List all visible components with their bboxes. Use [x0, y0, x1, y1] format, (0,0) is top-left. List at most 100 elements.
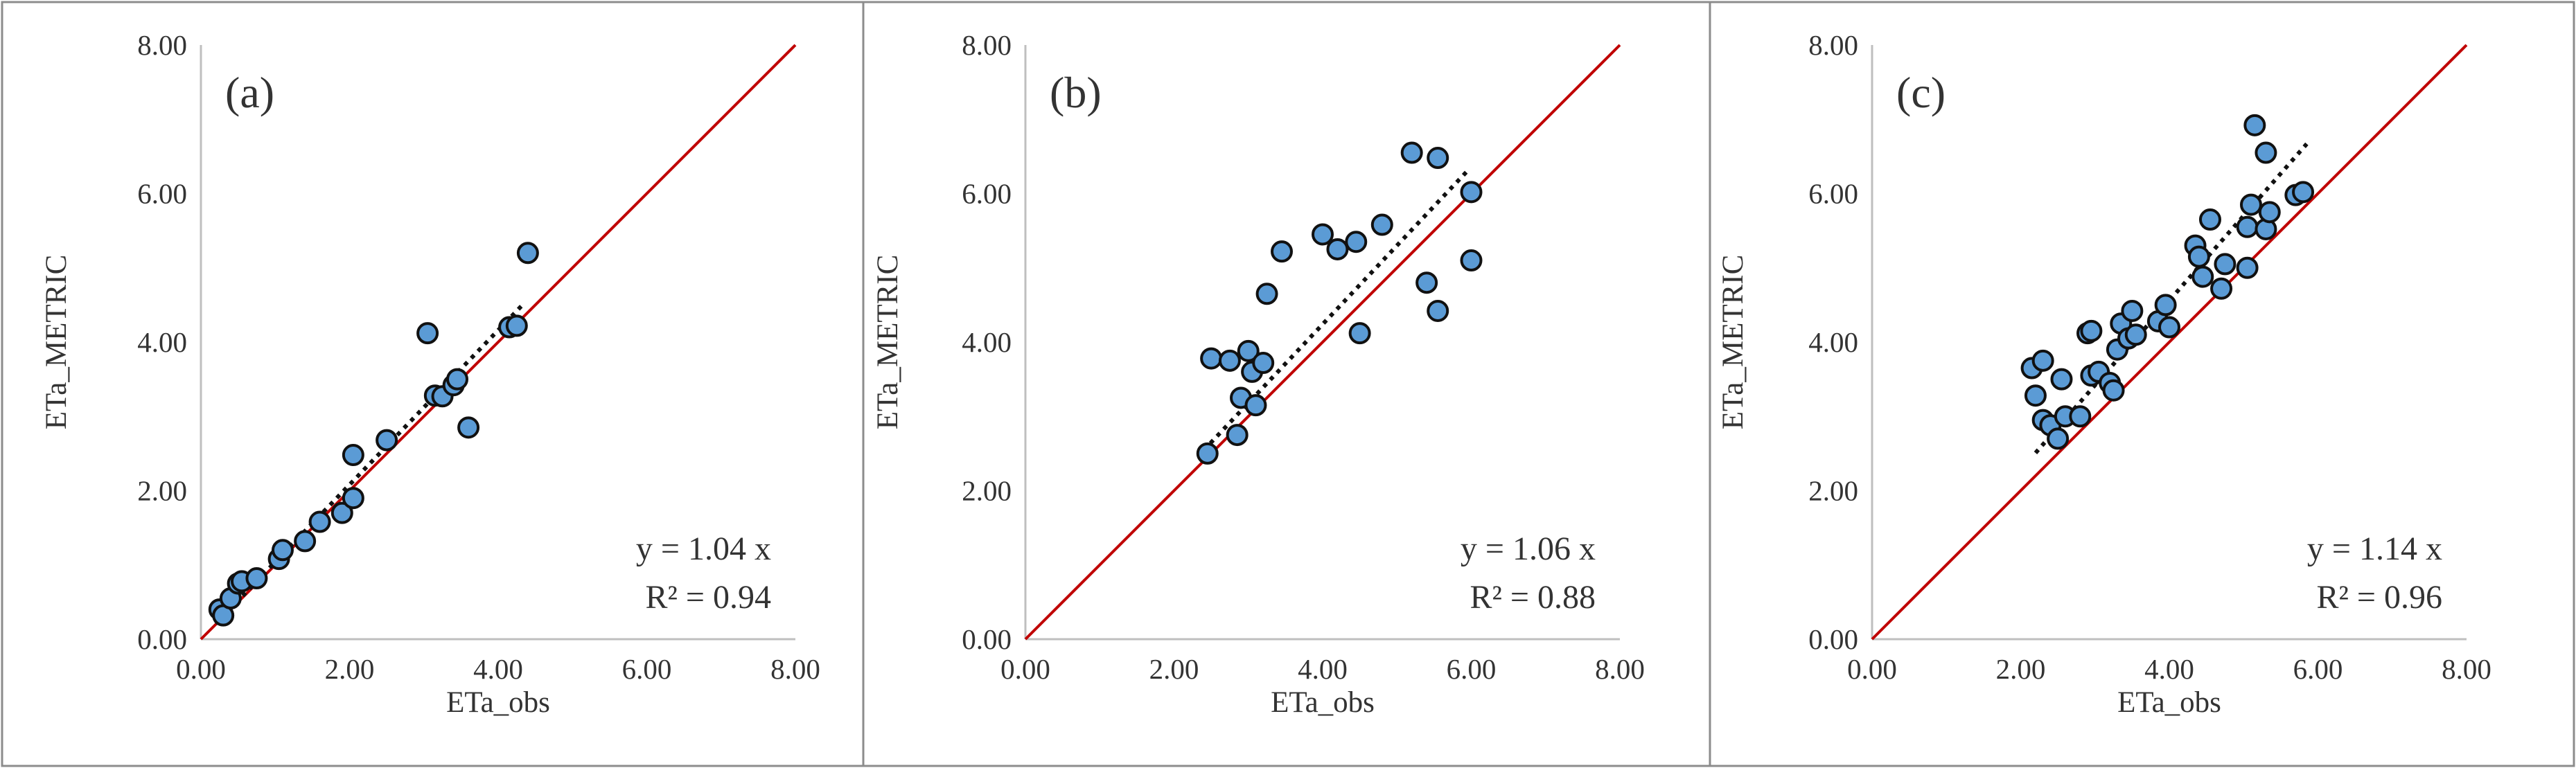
- r-squared: R² = 0.94: [646, 579, 771, 616]
- data-point: [2236, 256, 2259, 279]
- y-tick-label: 8.00: [137, 29, 187, 61]
- y-tick-label: 6.00: [962, 178, 1012, 210]
- data-point: [1200, 347, 1223, 370]
- panel-frame: [1, 1, 865, 767]
- data-point: [2158, 316, 2180, 339]
- panel-b: 0.00 2.00 4.00 6.00 8.00 0.00 2.00 4.00 6.00 8.00…: [872, 29, 1645, 719]
- y-tick-label: 8.00: [962, 29, 1012, 61]
- data-point: [271, 539, 294, 562]
- data-point: [2047, 427, 2070, 450]
- data-point: [2050, 368, 2073, 391]
- y-tick-label: 0.00: [137, 623, 187, 655]
- data-point: [2243, 114, 2266, 136]
- data-point: [2239, 193, 2262, 216]
- data-point: [2198, 208, 2221, 231]
- data-point: [376, 429, 398, 452]
- panel-label: (c): [1896, 68, 1946, 117]
- data-point: [2102, 379, 2125, 402]
- panel-a: 0.00 2.00 4.00 6.00 8.00 0.00 2.00 4.00 6.00 8.00…: [40, 29, 820, 719]
- data-point: [1427, 299, 1449, 322]
- x-tick-label: 8.00: [770, 653, 820, 685]
- y-tick-label: 4.00: [137, 326, 187, 358]
- data-point: [1400, 141, 1423, 164]
- data-point: [1226, 424, 1249, 447]
- data-point: [2121, 299, 2144, 322]
- r-squared: R² = 0.88: [1470, 579, 1596, 616]
- x-tick-label: 8.00: [2442, 653, 2491, 685]
- data-point: [2069, 405, 2092, 428]
- x-tick-label: 8.00: [1595, 653, 1645, 685]
- data-point: [2255, 141, 2277, 164]
- data-point: [1348, 322, 1371, 345]
- data-point: [1196, 442, 1219, 465]
- x-tick-label: 6.00: [2293, 653, 2343, 685]
- x-tick-label: 4.00: [473, 653, 523, 685]
- regression-equation: y = 1.14 x: [2307, 530, 2442, 567]
- data-point: [1237, 339, 1260, 362]
- x-tick-label: 6.00: [1447, 653, 1497, 685]
- y-tick-label: 6.00: [1808, 178, 1858, 210]
- x-axis-label: ETa_obs: [2117, 686, 2221, 719]
- data-point: [342, 444, 364, 467]
- data-point: [308, 510, 331, 533]
- data-point: [2031, 349, 2054, 372]
- x-axis-label: ETa_obs: [1271, 686, 1375, 719]
- data-point: [2236, 215, 2259, 238]
- data-point: [2191, 265, 2214, 288]
- data-point: [1345, 231, 1368, 253]
- panel-label: (b): [1050, 68, 1102, 117]
- data-point: [330, 501, 353, 524]
- data-point: [2258, 201, 2281, 224]
- x-tick-label: 2.00: [1996, 653, 2046, 685]
- x-tick-label: 2.00: [1149, 653, 1199, 685]
- data-point: [1460, 249, 1483, 272]
- data-point: [1460, 181, 1483, 204]
- data-point: [1326, 238, 1349, 260]
- y-tick-label: 0.00: [962, 623, 1012, 655]
- x-tick-label: 0.00: [1847, 653, 1897, 685]
- identity-line: [1871, 44, 2468, 641]
- data-point: [2187, 245, 2210, 268]
- x-tick-label: 0.00: [1000, 653, 1050, 685]
- y-tick-label: 4.00: [1808, 326, 1858, 358]
- y-tick-label: 2.00: [137, 475, 187, 507]
- y-tick-label: 0.00: [1808, 623, 1858, 655]
- panel-label: (a): [225, 68, 274, 117]
- x-tick-label: 4.00: [1298, 653, 1348, 685]
- data-point: [294, 530, 317, 553]
- data-point: [342, 487, 364, 510]
- y-tick-label: 8.00: [1808, 29, 1858, 61]
- x-tick-label: 2.00: [325, 653, 375, 685]
- trend-line: [214, 301, 526, 625]
- data-point: [1218, 349, 1241, 372]
- y-tick-label: 2.00: [962, 475, 1012, 507]
- data-point: [2292, 181, 2315, 204]
- data-point: [1427, 147, 1449, 170]
- data-point: [416, 322, 439, 345]
- data-point: [2154, 294, 2177, 316]
- x-tick-label: 4.00: [2144, 653, 2194, 685]
- data-point: [1271, 240, 1294, 263]
- regression-equation: y = 1.04 x: [636, 530, 771, 567]
- x-tick-label: 0.00: [176, 653, 226, 685]
- data-point: [446, 368, 469, 391]
- data-point: [1370, 213, 1393, 236]
- data-point: [1312, 223, 1334, 246]
- data-point: [1252, 352, 1275, 375]
- y-axis-label: ETa_METRIC: [40, 255, 73, 430]
- x-tick-label: 6.00: [622, 653, 672, 685]
- identity-line: [1024, 44, 1621, 641]
- data-point: [1244, 394, 1267, 417]
- y-tick-label: 4.00: [962, 326, 1012, 358]
- data-point: [1255, 283, 1278, 305]
- panel-c: 0.00 2.00 4.00 6.00 8.00 0.00 2.00 4.00 6.00 8.00…: [1717, 29, 2491, 719]
- data-point: [2024, 384, 2047, 407]
- data-point: [2080, 319, 2103, 342]
- data-point: [2210, 277, 2233, 300]
- data-point: [2124, 323, 2147, 346]
- regression-equation: y = 1.06 x: [1461, 530, 1596, 567]
- data-point: [457, 416, 480, 439]
- data-point: [1415, 271, 1438, 294]
- trend-line: [1202, 169, 1470, 452]
